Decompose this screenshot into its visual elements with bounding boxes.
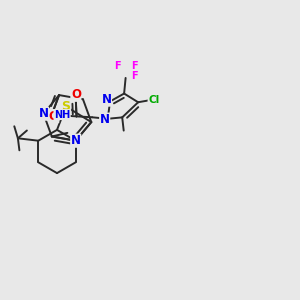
Text: F: F bbox=[131, 61, 138, 71]
Text: Cl: Cl bbox=[148, 95, 159, 106]
Text: N: N bbox=[101, 93, 112, 106]
Text: F: F bbox=[114, 61, 121, 71]
Text: NH: NH bbox=[54, 110, 70, 120]
Text: N: N bbox=[71, 134, 81, 147]
Text: N: N bbox=[38, 107, 49, 120]
Text: O: O bbox=[71, 88, 81, 101]
Text: F: F bbox=[131, 71, 138, 82]
Text: N: N bbox=[100, 113, 110, 126]
Text: O: O bbox=[49, 110, 59, 123]
Text: S: S bbox=[61, 100, 70, 113]
